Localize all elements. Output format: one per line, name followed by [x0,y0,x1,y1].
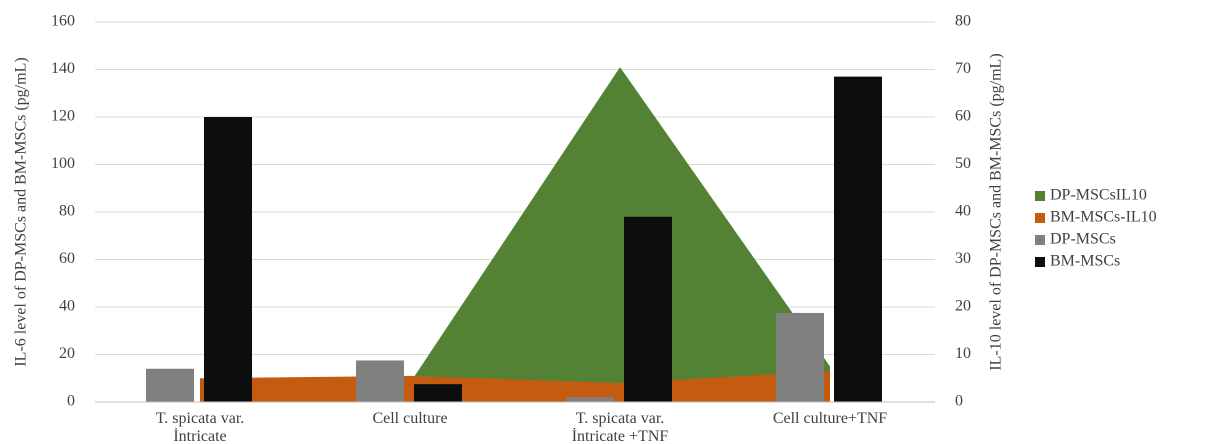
y2-tick-label: 80 [955,13,971,30]
bar [204,117,252,402]
y-tick-label: 60 [59,250,75,267]
x-tick-label: Cell culture+TNF [772,410,888,427]
y-tick-label: 80 [59,203,75,220]
legend-label: DP-MSCsIL10 [1050,187,1147,204]
legend-label: BM-MSCs [1050,253,1120,270]
y-tick-label: 40 [59,298,75,315]
x-tick-label: T. spicata var. İntricate [155,410,245,444]
area [200,67,830,402]
y-tick-label: 160 [51,13,75,30]
y2-tick-label: 50 [955,155,971,172]
y2-tick-label: 20 [955,298,971,315]
legend-swatch [1035,213,1045,223]
legend-label: DP-MSCs [1050,231,1116,248]
bar [624,216,672,402]
y2-tick-label: 0 [955,393,963,410]
legend-swatch [1035,191,1045,201]
y2-tick-label: 60 [955,108,971,125]
y-axis-title: IL-6 level of DP-MSCs and BM-MSCs (pg/mL… [13,57,30,366]
bar [776,312,824,402]
y-tick-label: 120 [51,108,75,125]
bar [414,384,462,402]
x-tick-label: T. spicata var. İntricate +TNF [571,410,669,444]
y2-tick-label: 10 [955,345,971,362]
y2-tick-label: 70 [955,60,971,77]
y-tick-label: 20 [59,345,75,362]
y2-axis-title: IL-10 level of DP-MSCs and BM-MSCs (pg/m… [988,53,1005,370]
bar [146,368,194,402]
legend-label: BM-MSCs-IL10 [1050,209,1157,226]
y2-tick-label: 40 [955,203,971,220]
y-tick-label: 0 [67,393,75,410]
bar [356,360,404,402]
legend-swatch [1035,235,1045,245]
bar [566,397,614,402]
y2-tick-label: 30 [955,250,971,267]
legend-swatch [1035,257,1045,267]
bar [834,76,882,402]
x-tick-label: Cell culture [372,410,448,427]
y-tick-label: 100 [51,155,75,172]
y-tick-label: 140 [51,60,75,77]
